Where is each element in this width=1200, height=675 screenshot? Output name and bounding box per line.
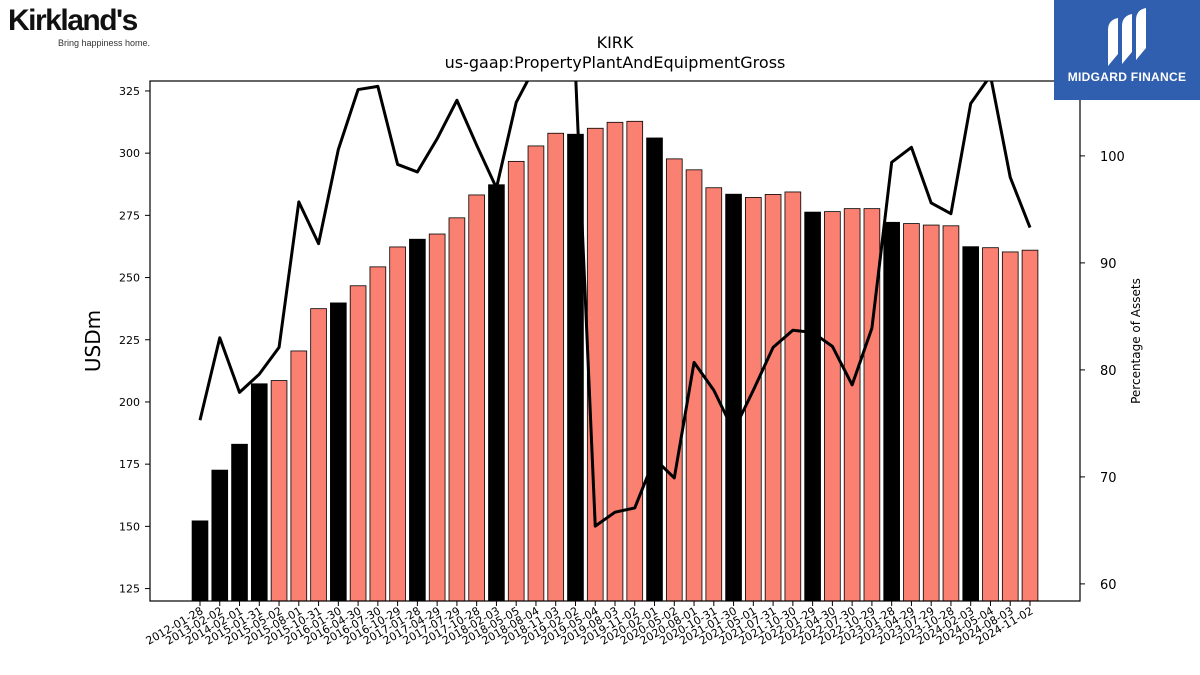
- y-tick-label: 125: [119, 583, 140, 596]
- bar-2019-11-02: [626, 120, 644, 602]
- y2-tick-label: 70: [1100, 471, 1117, 486]
- chart-subtitle: us-gaap:PropertyPlantAndEquipmentGross: [445, 53, 786, 72]
- bar-2024-11-02: [1021, 249, 1039, 602]
- bar-2018-02-03: [488, 184, 505, 602]
- midgard-finance-name: MIDGARD FINANCE: [1067, 70, 1187, 84]
- bar-2018-11-03: [547, 132, 565, 602]
- y-tick-label: 150: [119, 520, 140, 533]
- kirklands-logo-wordmark: Kirkland's: [8, 4, 138, 37]
- y-tick-label: 200: [119, 396, 140, 409]
- bar-2017-04-29: [428, 233, 446, 602]
- bar-2021-10-30: [784, 191, 802, 602]
- midgard-emblem-icon: [1108, 8, 1146, 66]
- bar-2015-05-02: [270, 380, 288, 602]
- chart-title: KIRK: [597, 33, 634, 52]
- bar-2015-01-31: [250, 383, 268, 602]
- bar-2021-01-30: [725, 193, 742, 602]
- bar-2014-02-01: [231, 443, 248, 602]
- x-axis: 2012-01-282013-02-022014-02-012015-01-31…: [144, 601, 1036, 648]
- y-axis-label: USDm: [81, 310, 105, 372]
- y-tick-label: 225: [119, 334, 140, 347]
- bar-2016-01-30: [330, 302, 347, 602]
- bar-2016-10-29: [389, 246, 406, 602]
- y-tick-label: 275: [119, 209, 140, 222]
- bar-2017-01-28: [409, 238, 426, 602]
- y2-axis-label: Percentage of Assets: [1129, 278, 1143, 404]
- y2-tick-label: 90: [1100, 257, 1117, 272]
- bar-2017-10-28: [468, 194, 485, 602]
- y-tick-label: 250: [119, 272, 140, 285]
- y2-tick-label: 80: [1100, 364, 1117, 379]
- bar-2022-10-29: [863, 208, 881, 602]
- bar-2024-08-03: [1001, 251, 1019, 602]
- bar-2017-07-29: [448, 217, 466, 602]
- bar-2015-08-01: [290, 350, 308, 602]
- bar-2023-10-28: [942, 225, 960, 602]
- kirklands-logo: Kirkland's Bring happiness home.: [8, 6, 158, 50]
- y-axis-left: 125 150 175 200 225 250 275 300 325: [119, 85, 150, 596]
- y2-tick-label: 100: [1100, 150, 1125, 165]
- y-tick-label: 300: [119, 147, 140, 160]
- bar-2023-04-29: [903, 223, 920, 602]
- bar-2024-02-03: [962, 246, 980, 602]
- percentage-line: [198, 81, 1032, 528]
- bar-2018-05-05: [507, 160, 525, 602]
- bar-2016-07-30: [369, 266, 387, 602]
- bar-2024-05-04: [982, 247, 999, 602]
- bar-2018-08-04: [527, 145, 545, 602]
- bar-2020-05-02: [665, 158, 683, 602]
- y-axis-right: 60 70 80 90 100: [1080, 150, 1125, 593]
- y-tick-label: 325: [119, 85, 140, 98]
- bar-2012-01-28: [191, 520, 209, 602]
- bar-2013-02-02: [211, 469, 229, 602]
- bar-2022-07-30: [843, 208, 861, 602]
- bar-2019-08-03: [606, 121, 624, 602]
- bar-2020-10-31: [705, 187, 723, 602]
- y2-tick-label: 60: [1100, 578, 1117, 593]
- bar-series: [191, 120, 1039, 602]
- bar-2020-08-01: [685, 169, 703, 602]
- midgard-finance-logo: MIDGARD FINANCE: [1054, 0, 1200, 100]
- bar-2021-07-31: [764, 194, 782, 602]
- bar-2022-01-29: [804, 211, 821, 602]
- bar-2015-10-31: [310, 308, 327, 602]
- bar-2016-04-30: [349, 285, 367, 602]
- bar-2022-04-30: [824, 211, 841, 602]
- bar-2023-01-28: [883, 221, 900, 602]
- percentage-line-series: [198, 81, 1032, 528]
- bar-2023-07-29: [922, 224, 940, 602]
- kirklands-logo-tagline: Bring happiness home.: [58, 38, 151, 48]
- y-tick-label: 175: [119, 458, 140, 471]
- bar-2020-02-01: [646, 137, 663, 602]
